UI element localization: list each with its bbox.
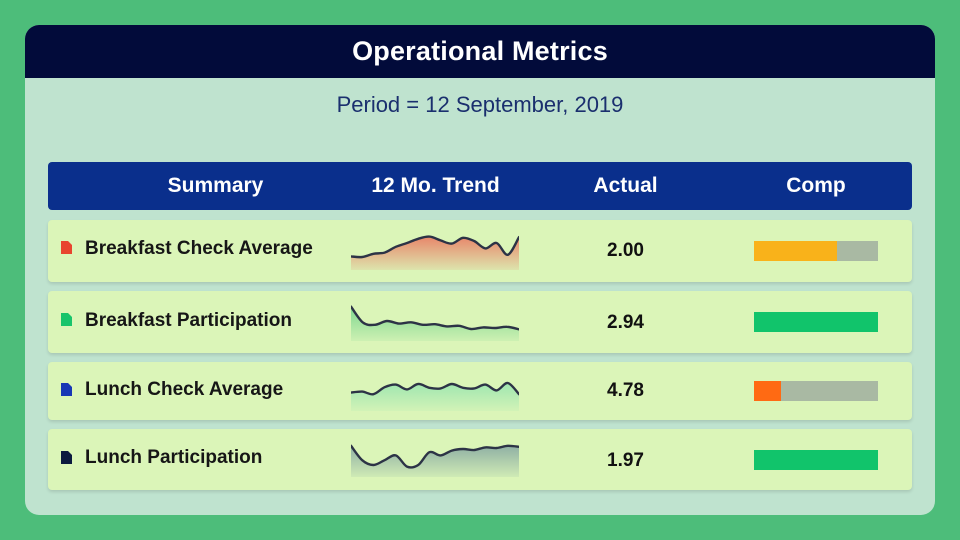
table-row[interactable]: Breakfast Participation 2.94 [48,291,912,353]
sparkline-area [351,445,519,477]
table-header: Summary 12 Mo. Trend Actual Comp [48,162,912,210]
column-header-summary[interactable]: Summary [167,174,264,197]
column-header-comp[interactable]: Comp [786,174,846,197]
sparkline-line [351,444,519,469]
comp-bar [754,241,878,261]
document-icon [61,241,72,254]
table-row[interactable]: Lunch Check Average 4.78 [48,362,912,420]
sparkline-line [351,381,519,396]
metrics-card: Operational Metrics Period = 12 Septembe… [25,25,935,515]
comp-bar-fill [754,312,878,332]
table-row[interactable]: Lunch Participation 1.97 [48,429,912,490]
trend-sparkline [351,305,519,341]
trend-sparkline [351,381,519,411]
comp-bar-fill [754,381,782,401]
actual-value: 1.97 [607,450,644,471]
comp-bar-fill [754,450,878,470]
sparkline-line [351,235,519,259]
metric-label: Breakfast Participation [85,310,292,331]
card-title: Operational Metrics [25,25,935,78]
sparkline-area [351,306,519,341]
document-icon [61,383,72,396]
metric-label: Lunch Check Average [85,379,284,400]
metric-label: Lunch Participation [85,447,263,468]
trend-sparkline [351,444,519,477]
actual-value: 2.94 [607,312,644,333]
trend-sparkline [351,235,519,270]
sparkline-area [351,236,519,270]
actual-value: 2.00 [607,240,644,261]
document-icon [61,313,72,326]
table-row[interactable]: Breakfast Check Average 2.00 [48,220,912,282]
sparkline-area [351,382,519,411]
comp-bar-fill [754,241,838,261]
sparkline-line [351,305,519,331]
period-label: Period = 12 September, 2019 [336,92,624,117]
metric-label: Breakfast Check Average [85,238,313,259]
document-icon [61,451,72,464]
comp-bar [754,312,878,332]
column-header-actual[interactable]: Actual [593,174,658,197]
comp-bar [754,381,878,401]
actual-value: 4.78 [607,380,644,401]
comp-bar [754,450,878,470]
column-header-trend[interactable]: 12 Mo. Trend [371,174,500,197]
